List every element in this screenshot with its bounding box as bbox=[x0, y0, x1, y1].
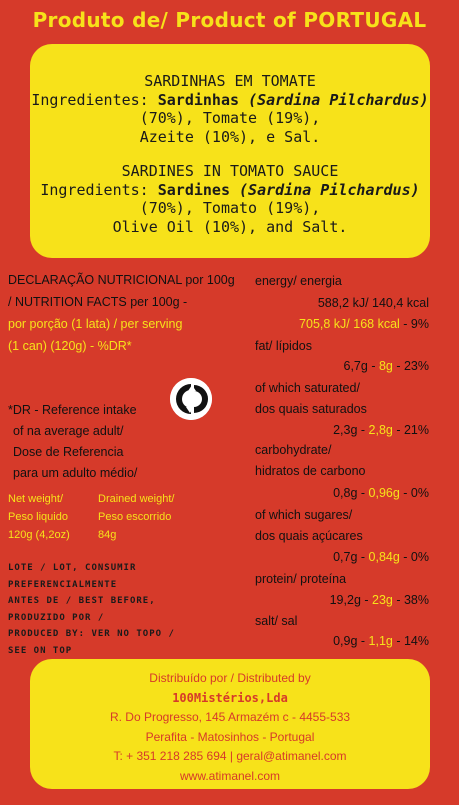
distributor-website: www.atimanel.com bbox=[179, 768, 281, 783]
ingredients-pt-main: Sardinhas bbox=[157, 90, 240, 109]
ingredients-en-main: Sardines bbox=[157, 180, 230, 199]
page-title: Produto de/ Product of PORTUGAL bbox=[32, 8, 427, 32]
fat-label: fat/ lípidos bbox=[255, 339, 312, 353]
dr-note-line3: Dose de Referencia bbox=[13, 445, 124, 459]
carbs-label2: hidratos de carbono bbox=[255, 464, 366, 478]
salt-row: 0,9g - 1,1g - 14% bbox=[333, 634, 429, 648]
fat-serving: 8g bbox=[378, 359, 393, 373]
distributor-panel: Distribuído por / Distributed by 100Mist… bbox=[30, 659, 430, 789]
saturated-label2: dos quais saturados bbox=[255, 402, 367, 416]
salt-serving: 1,1g bbox=[368, 634, 393, 648]
lot-info: LOTE / LOT, CONSUMIR PREFERENCIALMENTE A… bbox=[8, 560, 175, 659]
ingredients-en-rest1: (70%), Tomato (19%), bbox=[139, 199, 321, 217]
carbs-serving: 0,96g bbox=[368, 486, 400, 500]
reference-intake-note: *DR - Reference intake of na average adu… bbox=[8, 403, 137, 487]
distributor-contact: T: + 351 218 285 694 | geral@atimanel.co… bbox=[113, 749, 347, 763]
saturated-dr: - 21% bbox=[392, 423, 429, 437]
salt-dr: - 14% bbox=[392, 634, 429, 648]
saturated-serving: 2,8g bbox=[368, 423, 393, 437]
sugars-per100: 0,7g bbox=[333, 550, 358, 564]
sugars-row: 0,7g - 0,84g - 0% bbox=[333, 550, 429, 564]
energy-serving-row: 705,8 kJ/ 168 kcal - 9% bbox=[299, 317, 429, 331]
lot-line1: LOTE / LOT, CONSUMIR bbox=[8, 563, 137, 573]
nutrition-header-line3: por porção (1 lata) / per serving bbox=[8, 317, 183, 331]
ingredients-pt-line2: Azeite (10%), e Sal. bbox=[139, 127, 321, 146]
energy-label: energy/ energia bbox=[255, 274, 342, 288]
distributor-info: Distribuído por / Distributed by 100Mist… bbox=[30, 669, 430, 786]
sugars-serving: 0,84g bbox=[368, 550, 400, 564]
ingredients-en-line2: Olive Oil (10%), and Salt. bbox=[112, 217, 348, 236]
drained-weight-label-pt: Peso escorrido bbox=[98, 511, 172, 523]
fat-per100: 6,7g bbox=[343, 359, 368, 373]
saturated-row: 2,3g - 2,8g - 21% bbox=[333, 423, 429, 437]
ingredients-panel: SARDINHAS EM TOMATE Ingredientes: Sardin… bbox=[30, 44, 430, 258]
fat-dr: - 23% bbox=[392, 359, 429, 373]
lot-line6: SEE ON TOP bbox=[8, 645, 73, 656]
ingredients-pt-line1: Ingredientes: Sardinhas (Sardina Pilchar… bbox=[30, 91, 430, 128]
distributor-address: R. Do Progresso, 145 Armazém c - 4455-53… bbox=[109, 710, 351, 724]
ingredients-pt-latin: (Sardina Pilchardus) bbox=[248, 90, 429, 109]
lot-line5: PRODUCED BY: VER NO TOPO / bbox=[8, 629, 175, 639]
ingredients-portuguese: SARDINHAS EM TOMATE Ingredientes: Sardin… bbox=[30, 72, 430, 146]
ingredients-english: SARDINES IN TOMATO SAUCE Ingredients: Sa… bbox=[30, 162, 430, 236]
distributor-company: 100Mistérios,Lda bbox=[172, 690, 288, 705]
nutrition-header-line1: DECLARAÇÃO NUTRICIONAL por 100g bbox=[8, 273, 235, 287]
energy-dr: - 9% bbox=[399, 317, 429, 331]
distributor-line1: Distribuído por / Distributed by bbox=[149, 671, 311, 685]
net-weight-value: 120g (4,2oz) bbox=[8, 529, 70, 541]
carbs-label1: carbohydrate/ bbox=[255, 443, 332, 457]
carbs-per100: 0,8g bbox=[333, 486, 358, 500]
nutrition-header-line4: (1 can) (120g) - %DR* bbox=[8, 339, 132, 353]
saturated-label1: of which saturated/ bbox=[255, 381, 360, 395]
lot-line3: ANTES DE / BEST BEFORE, bbox=[8, 596, 156, 606]
protein-per100: 19,2g bbox=[329, 593, 361, 607]
nutrition-header-line2: / NUTRITION FACTS per 100g - bbox=[8, 295, 188, 309]
sugars-dr: - 0% bbox=[399, 550, 429, 564]
drained-weight-block: Drained weight/ Peso escorrido 84g bbox=[98, 490, 174, 544]
ingredients-en-line1: Ingredients: Sardines (Sardina Pilchardu… bbox=[30, 181, 430, 218]
lot-line2: PREFERENCIALMENTE bbox=[8, 579, 118, 590]
net-weight-label-en: Net weight/ bbox=[8, 493, 64, 505]
sugars-label1: of which sugares/ bbox=[255, 508, 353, 522]
protein-label: protein/ proteína bbox=[255, 572, 347, 586]
salt-label: salt/ sal bbox=[255, 614, 298, 628]
drained-weight-label-en: Drained weight/ bbox=[98, 493, 175, 505]
dr-note-line1: *DR - Reference intake bbox=[8, 403, 137, 417]
ingredients-pt-rest1: (70%), Tomate (19%), bbox=[139, 109, 321, 127]
energy-serving: 705,8 kJ/ 168 kcal bbox=[299, 317, 400, 331]
ingredients-en-prefix: Ingredients: bbox=[40, 180, 158, 199]
distributor-city: Perafita - Matosinhos - Portugal bbox=[145, 729, 315, 744]
carbs-dr: - 0% bbox=[399, 486, 429, 500]
lot-line4: PRODUZIDO POR / bbox=[8, 612, 105, 623]
dr-note-line4: para um adulto médio/ bbox=[13, 466, 138, 480]
drained-weight-value: 84g bbox=[98, 529, 117, 541]
fat-row: 6,7g - 8g - 23% bbox=[343, 359, 430, 373]
saturated-per100: 2,3g bbox=[333, 423, 358, 437]
energy-per100: 588,2 kJ/ 140,4 kcal bbox=[317, 296, 429, 310]
ingredients-en-latin: (Sardina Pilchardus) bbox=[239, 180, 420, 199]
green-dot-recycling-icon bbox=[170, 378, 212, 420]
salt-per100: 0,9g bbox=[333, 634, 358, 648]
protein-serving: 23g bbox=[372, 593, 393, 607]
net-weight-label-pt: Peso liquido bbox=[8, 511, 68, 523]
ingredients-en-title: SARDINES IN TOMATO SAUCE bbox=[121, 162, 339, 180]
protein-row: 19,2g - 23g - 38% bbox=[329, 593, 429, 607]
dr-note-line2: of na average adult/ bbox=[13, 424, 124, 438]
ingredients-pt-title: SARDINHAS EM TOMATE bbox=[144, 72, 316, 90]
carbs-row: 0,8g - 0,96g - 0% bbox=[333, 486, 429, 500]
sugars-label2: dos quais açúcares bbox=[255, 529, 363, 543]
protein-dr: - 38% bbox=[392, 593, 429, 607]
net-weight-block: Net weight/ Peso liquido 120g (4,2oz) bbox=[8, 490, 70, 544]
nutrition-header: DECLARAÇÃO NUTRICIONAL por 100g / NUTRIT… bbox=[8, 273, 235, 361]
ingredients-pt-prefix: Ingredientes: bbox=[31, 90, 158, 109]
